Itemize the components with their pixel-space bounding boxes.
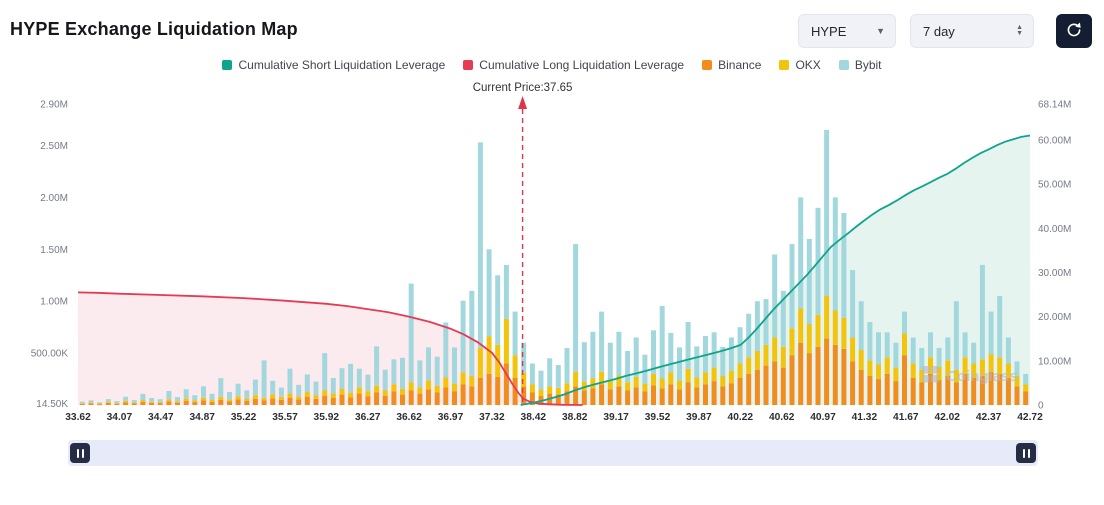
legend-label: Cumulative Long Liquidation Leverage: [479, 58, 685, 72]
refresh-icon: [1065, 21, 1083, 42]
legend-item-short[interactable]: Cumulative Short Liquidation Leverage: [222, 58, 445, 72]
legend-label: Cumulative Short Liquidation Leverage: [238, 58, 446, 72]
range-slider: [68, 440, 1038, 466]
svg-text:37.32: 37.32: [479, 412, 505, 423]
svg-text:39.87: 39.87: [686, 412, 712, 423]
liquidation-chart[interactable]: Current Price:37.65 14.50K 500.00K 1.00M 1.5…: [0, 76, 1104, 432]
symbol-select[interactable]: HYPE ▼: [798, 14, 896, 48]
svg-text:14.50K: 14.50K: [36, 399, 68, 410]
svg-text:40.00M: 40.00M: [1038, 224, 1071, 235]
updown-caret-icon: ▲ ▼: [1016, 24, 1023, 37]
svg-text:38.42: 38.42: [521, 412, 547, 423]
svg-text:36.27: 36.27: [355, 412, 381, 423]
header-controls: HYPE ▼ 7 day ▲ ▼: [798, 14, 1092, 48]
svg-text:41.32: 41.32: [852, 412, 878, 423]
pause-bars-icon: [76, 448, 79, 458]
watermark-label: Coinglass: [946, 368, 1018, 385]
chart-area: Current Price:37.65 14.50K 500.00K 1.00M 1.5…: [0, 76, 1104, 432]
slider-handle-right[interactable]: [1016, 443, 1036, 463]
svg-text:40.62: 40.62: [769, 412, 795, 423]
legend-item-okx[interactable]: OKX: [779, 58, 821, 72]
svg-text:34.07: 34.07: [107, 412, 133, 423]
legend-swatch-icon: [463, 60, 474, 70]
svg-text:35.92: 35.92: [314, 412, 340, 423]
refresh-button[interactable]: [1056, 14, 1092, 48]
current-price-marker: Current Price:37.65: [473, 82, 573, 405]
legend-swatch-icon: [779, 60, 790, 70]
x-axis: 33.62 34.07 34.47 34.87 35.22 35.57 35.92 36.27…: [65, 412, 1043, 423]
svg-text:1.50M: 1.50M: [40, 245, 68, 256]
svg-text:30.00M: 30.00M: [1038, 268, 1071, 279]
legend-label: OKX: [795, 58, 821, 72]
range-select[interactable]: 7 day ▲ ▼: [910, 14, 1034, 48]
pause-bars-icon: [1022, 448, 1025, 458]
svg-text:10.00M: 10.00M: [1038, 356, 1071, 367]
svg-text:68.14M: 68.14M: [1038, 100, 1071, 111]
legend-label: Bybit: [854, 58, 882, 72]
svg-text:34.87: 34.87: [189, 412, 215, 423]
left-axis: 14.50K 500.00K 1.00M 1.50M 2.00M 2.50M 2.90M: [31, 100, 69, 411]
svg-text:38.82: 38.82: [562, 412, 588, 423]
symbol-select-value: HYPE: [811, 23, 847, 39]
liquidation-bars[interactable]: [79, 129, 1029, 406]
slider-track[interactable]: [68, 440, 1038, 466]
svg-text:42.02: 42.02: [934, 412, 960, 423]
svg-text:42.72: 42.72: [1017, 412, 1043, 423]
svg-text:2.90M: 2.90M: [40, 100, 68, 111]
svg-text:36.62: 36.62: [396, 412, 422, 423]
svg-text:20.00M: 20.00M: [1038, 312, 1071, 323]
page-title: HYPE Exchange Liquidation Map: [10, 19, 298, 39]
slider-handle-left[interactable]: [70, 443, 90, 463]
right-axis: 0 10.00M 20.00M 30.00M 40.00M 50.00M 60.00M 68.…: [1038, 100, 1071, 412]
cumulative-short-line: [520, 134, 1031, 406]
svg-text:2.00M: 2.00M: [40, 193, 68, 204]
svg-text:60.00M: 60.00M: [1038, 136, 1071, 147]
legend-label: Binance: [718, 58, 762, 72]
coinglass-watermark: Coinglass: [922, 366, 1018, 385]
legend-swatch-icon: [838, 60, 849, 70]
header: HYPE Exchange Liquidation Map HYPE ▼ 7 d…: [0, 0, 1104, 52]
legend-swatch-icon: [222, 60, 233, 70]
svg-text:39.17: 39.17: [603, 412, 629, 423]
chart-legend: Cumulative Short Liquidation Leverage Cum…: [0, 54, 1104, 76]
svg-text:0: 0: [1038, 401, 1044, 412]
svg-text:34.47: 34.47: [148, 412, 174, 423]
legend-item-binance[interactable]: Binance: [702, 58, 761, 72]
svg-text:33.62: 33.62: [65, 412, 91, 423]
svg-text:36.97: 36.97: [438, 412, 464, 423]
svg-text:39.52: 39.52: [645, 412, 671, 423]
svg-text:40.22: 40.22: [728, 412, 754, 423]
svg-text:42.37: 42.37: [976, 412, 1002, 423]
svg-text:50.00M: 50.00M: [1038, 180, 1071, 191]
svg-text:2.50M: 2.50M: [40, 141, 68, 152]
legend-item-long[interactable]: Cumulative Long Liquidation Leverage: [463, 58, 684, 72]
legend-swatch-icon: [702, 60, 713, 70]
chevron-down-icon: ▼: [876, 25, 885, 36]
svg-text:1.00M: 1.00M: [40, 297, 68, 308]
cumulative-long-line: [77, 291, 583, 406]
svg-text:41.67: 41.67: [893, 412, 919, 423]
svg-text:35.57: 35.57: [272, 412, 298, 423]
range-select-value: 7 day: [923, 23, 955, 39]
current-price-label: Current Price:37.65: [473, 82, 573, 94]
svg-text:500.00K: 500.00K: [31, 349, 69, 360]
svg-text:35.22: 35.22: [231, 412, 257, 423]
svg-text:40.97: 40.97: [810, 412, 836, 423]
legend-item-bybit[interactable]: Bybit: [838, 58, 882, 72]
